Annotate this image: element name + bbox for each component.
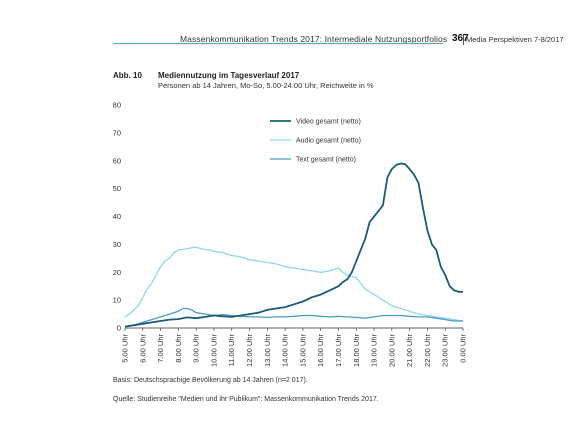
series-line-text (124, 307, 463, 328)
x-axis-ticks: 5.00 Uhr 6.00 Uhr 7.00 Uhr 8.00 Uhr 9.00 Uhr… (121, 328, 468, 367)
legend-label-text: Text gesamt (netto) (296, 157, 356, 164)
y-tick-label: 20 (113, 268, 121, 277)
x-tick-label: 6.00 Uhr (138, 334, 147, 363)
y-axis-ticks: 0 10 20 30 40 50 60 70 80 (113, 101, 121, 333)
x-tick-label: 16.00 Uhr (316, 333, 325, 366)
x-tick-label: 15.00 Uhr (298, 333, 307, 366)
x-tick-label: 23.00 Uhr (441, 333, 450, 366)
y-tick-label: 40 (113, 212, 121, 221)
journal-info: Media Perspektiven 7-8/2017 (466, 35, 564, 44)
figure-title: Mediennutzung im Tagesverlauf 2017 (158, 71, 300, 80)
chart-series (124, 162, 464, 328)
y-tick-label: 80 (113, 101, 121, 110)
basis-footnote: Basis: Deutschsprachige Bevölkerung ab 1… (113, 377, 308, 384)
y-tick-label: 50 (113, 184, 121, 193)
x-tick-label: 10.00 Uhr (209, 333, 218, 366)
source-footnote: Quelle: Studienreihe "Medien und ihr Pub… (113, 396, 379, 403)
x-tick-label: 8.00 Uhr (174, 334, 183, 363)
x-tick-label: 7.00 Uhr (156, 334, 165, 363)
page-number: 367 (452, 33, 469, 44)
running-header: Massenkommunikation Trends 2017: Interme… (0, 33, 585, 50)
x-tick-label: 12.00 Uhr (245, 333, 254, 366)
x-tick-label: 14.00 Uhr (281, 333, 290, 366)
figure-subtitle: Personen ab 14 Jahren, Mo-So, 5.00-24.00… (158, 81, 374, 90)
y-tick-label: 60 (113, 156, 121, 165)
y-tick-label: 70 (113, 128, 121, 137)
x-tick-label: 11.00 Uhr (227, 334, 236, 367)
y-tick-label: 10 (113, 296, 121, 305)
header-rule (113, 43, 443, 44)
x-tick-label: 19.00 Uhr (370, 333, 379, 366)
x-tick-label: 13.00 Uhr (263, 333, 272, 366)
x-tick-label: 21.00 Uhr (405, 333, 414, 366)
header-separator (463, 34, 464, 45)
figure-label: Abb. 10 (113, 71, 142, 80)
series-line-audio (124, 246, 464, 322)
running-title: Massenkommunikation Trends 2017: Interme… (180, 34, 448, 44)
x-tick-label: 17.00 Uhr (334, 333, 343, 366)
x-tick-label: 5.00 Uhr (121, 334, 130, 363)
x-tick-label: 9.00 Uhr (192, 334, 201, 363)
chart-legend: Video gesamt (netto) Audio gesamt (netto)… (270, 119, 361, 164)
legend-label-audio: Audio gesamt (netto) (296, 138, 361, 145)
y-tick-label: 0 (117, 324, 121, 333)
x-tick-label: 20.00 Uhr (387, 333, 396, 366)
x-tick-label: 22.00 Uhr (423, 333, 432, 366)
x-tick-label: 0.00 Uhr (459, 334, 468, 363)
x-tick-label: 18.00 Uhr (352, 333, 361, 366)
series-line-video (124, 162, 463, 328)
y-tick-label: 30 (113, 240, 121, 249)
legend-label-video: Video gesamt (netto) (296, 119, 361, 126)
